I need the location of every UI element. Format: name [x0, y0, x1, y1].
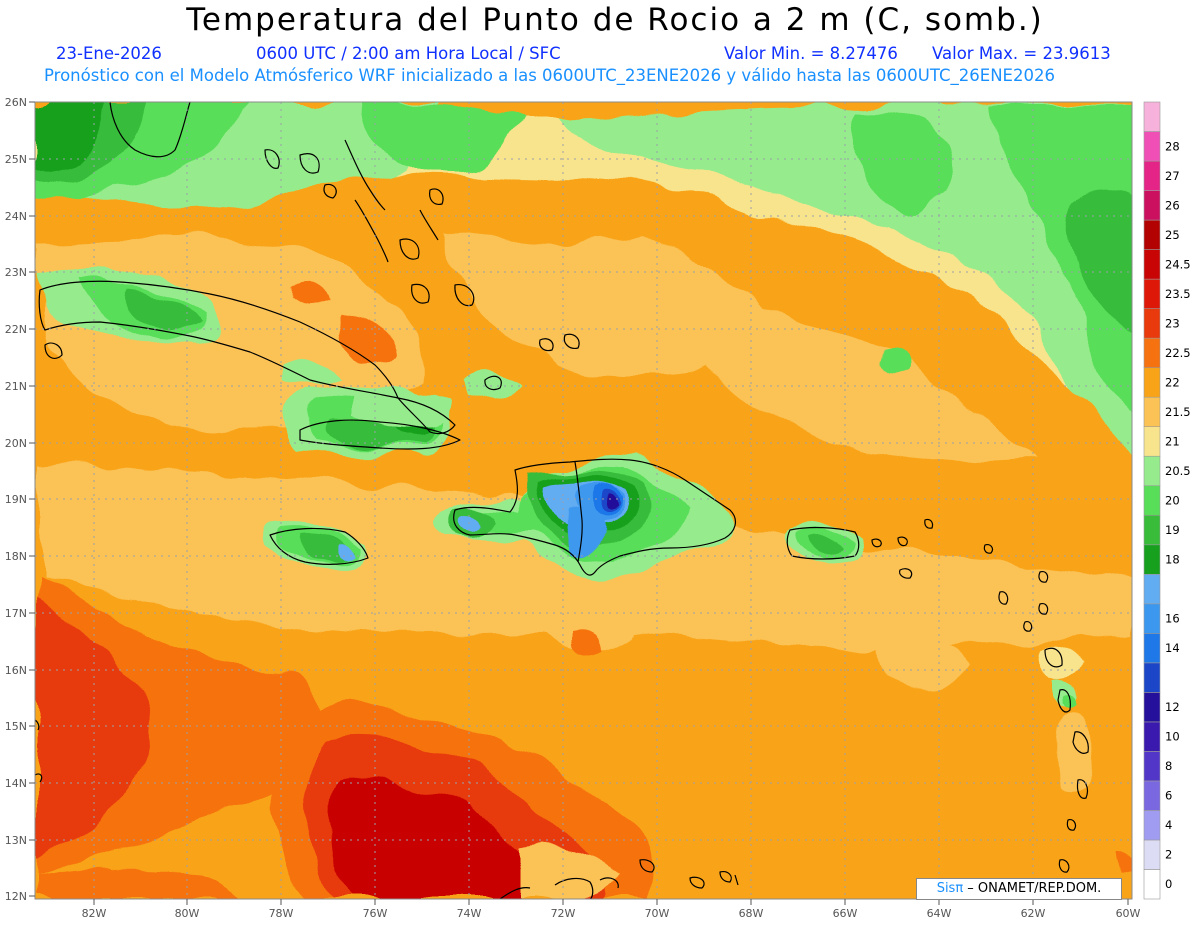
lat-label: 21N: [5, 380, 27, 393]
lon-label: 78W: [269, 907, 294, 920]
legend-swatch: [1143, 633, 1161, 664]
lat-label: 16N: [5, 664, 27, 677]
legend-label: 0: [1165, 877, 1172, 891]
credit-box: Sisπ – ONAMET/REP.DOM.: [916, 878, 1122, 900]
legend-label: 12: [1165, 700, 1180, 714]
lon-label: 80W: [175, 907, 200, 920]
legend-label: 20: [1165, 494, 1180, 508]
lat-label: 18N: [5, 550, 27, 563]
legend-label: 2: [1165, 848, 1172, 862]
legend-label: 27: [1165, 169, 1180, 183]
map-frame: [34, 101, 1133, 900]
legend-swatch: [1143, 869, 1161, 900]
lat-label: 26N: [5, 96, 27, 109]
legend-label: 23: [1165, 316, 1180, 330]
legend-swatch: [1143, 396, 1161, 428]
legend-label: 22.5: [1165, 346, 1191, 360]
coastlines: [35, 102, 1089, 899]
legend-swatch: [1143, 455, 1161, 487]
lat-label: 24N: [5, 210, 27, 223]
latitude-labels: 26N 25N 24N 23N 22N 21N 20N 19N 18N 17N …: [5, 96, 27, 903]
lat-label: 20N: [5, 437, 27, 450]
lon-label: 64W: [927, 907, 952, 920]
legend-label: 26: [1165, 198, 1180, 212]
lon-ticks: [93, 899, 1129, 905]
legend-label: 14: [1165, 641, 1180, 655]
lat-label: 13N: [5, 834, 27, 847]
legend-swatch: [1143, 337, 1161, 368]
lon-label: 62W: [1021, 907, 1046, 920]
max-value: Valor Max. = 23.9613: [932, 44, 1111, 63]
legend-swatch: [1143, 485, 1161, 516]
legend-swatch: [1143, 751, 1161, 782]
forecast-date: 23-Ene-2026: [56, 44, 162, 63]
longitude-labels: 82W 80W 78W 76W 74W 72W 70W 68W 66W 64W …: [82, 907, 1141, 920]
lon-label: 82W: [82, 907, 107, 920]
lon-label: 66W: [833, 907, 858, 920]
legend-swatch: [1143, 308, 1161, 339]
legend-swatch: [1143, 573, 1161, 605]
credit-text: – ONAMET/REP.DOM.: [963, 881, 1102, 896]
legend-label: 19: [1165, 523, 1180, 537]
legend-swatch: [1143, 190, 1161, 221]
legend-label: 23.5: [1165, 287, 1191, 301]
min-value: Valor Min. = 8.27476: [724, 44, 898, 63]
forecast-info: Pronóstico con el Modelo Atmósferico WRF…: [44, 66, 1055, 85]
legend-swatch: [1143, 692, 1161, 723]
legend-swatch: [1143, 514, 1161, 546]
legend-label: 22: [1165, 375, 1180, 389]
legend-swatch: [1143, 160, 1161, 191]
lat-label: 25N: [5, 153, 27, 166]
legend-label: 25: [1165, 228, 1180, 242]
lat-ticks: [29, 101, 35, 897]
color-legend: 0 2 4 6 8 10 12 14 16 18 19 20 20.5 21 21.5 22 22.5 23 23.…: [1143, 101, 1191, 900]
lat-label: 14N: [5, 777, 27, 790]
lon-label: 60W: [1116, 907, 1141, 920]
legend-swatch: [1143, 278, 1161, 309]
lat-label: 17N: [5, 607, 27, 620]
lon-label: 70W: [645, 907, 670, 920]
lat-label: 23N: [5, 266, 27, 279]
legend-label: 10: [1165, 730, 1180, 744]
legend-swatch: [1143, 544, 1161, 575]
legend-swatch: [1143, 780, 1161, 811]
lat-label: 22N: [5, 323, 27, 336]
legend-swatch: [1143, 249, 1161, 280]
legend-swatch: [1143, 101, 1161, 132]
lat-label: 19N: [5, 493, 27, 506]
legend-swatch: [1143, 603, 1161, 634]
legend-label: 21: [1165, 434, 1180, 448]
legend-label: 24.5: [1165, 257, 1191, 271]
lat-label: 15N: [5, 720, 27, 733]
map-title: Temperatura del Punto de Rocio a 2 m (C,…: [186, 2, 1044, 38]
legend-swatch: [1143, 219, 1161, 250]
legend-swatch: [1143, 839, 1161, 870]
legend-label: 18: [1165, 553, 1180, 567]
legend-swatch: [1143, 367, 1161, 398]
legend-swatch: [1143, 426, 1161, 457]
lon-label: 76W: [363, 907, 388, 920]
legend-swatch: [1143, 662, 1161, 693]
legend-swatch: [1143, 721, 1161, 752]
forecast-time: 0600 UTC / 2:00 am Hora Local / SFC: [256, 44, 561, 63]
lon-label: 72W: [551, 907, 576, 920]
legend-label: 20.5: [1165, 464, 1191, 478]
sis-logo-text: Sisπ: [936, 881, 964, 896]
legend-label: 21.5: [1165, 405, 1191, 419]
lat-label: 12N: [5, 890, 27, 903]
lon-label: 74W: [457, 907, 482, 920]
legend-swatch: [1143, 810, 1161, 841]
legend-label: 28: [1165, 139, 1180, 153]
legend-label: 8: [1165, 759, 1172, 773]
shaded-field: [35, 102, 1132, 899]
legend-label: 6: [1165, 789, 1172, 803]
legend-label: 4: [1165, 818, 1172, 832]
legend-swatch: [1143, 131, 1161, 162]
legend-label: 16: [1165, 612, 1180, 626]
lon-label: 68W: [739, 907, 764, 920]
